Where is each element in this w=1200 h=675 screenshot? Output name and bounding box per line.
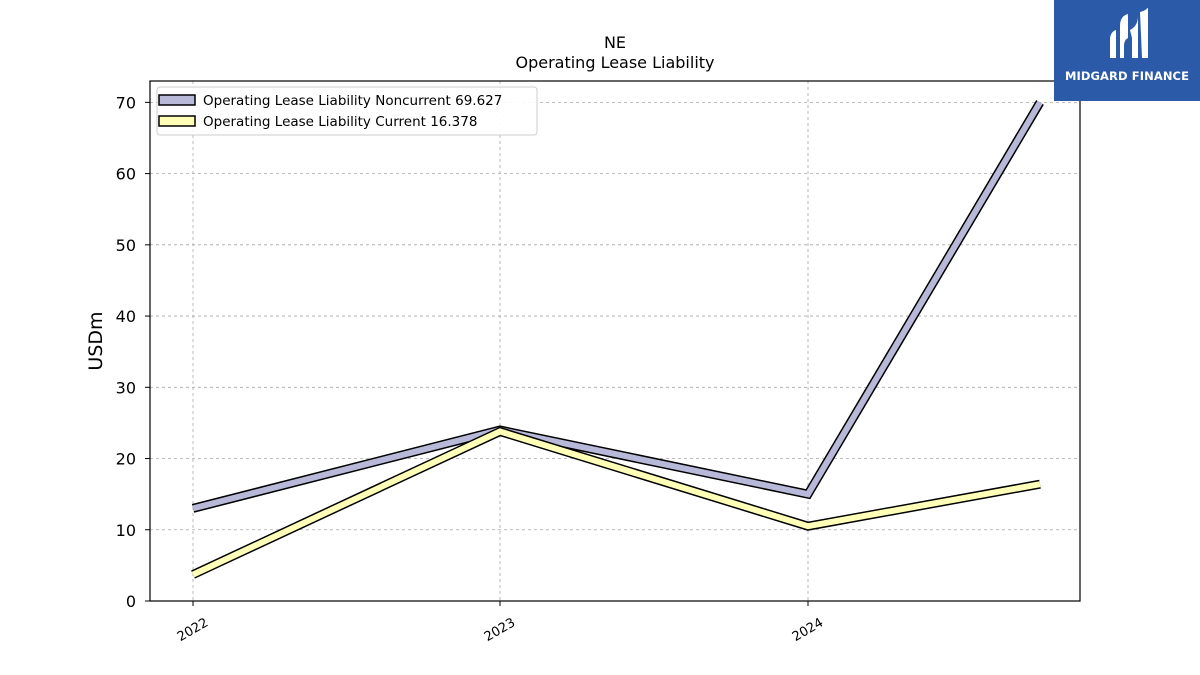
y-tick-label-4: 40: [116, 307, 136, 326]
y-tick-label-3: 30: [116, 378, 136, 397]
x-tick-label-2: 2024: [790, 615, 826, 645]
chart-title: NE: [604, 33, 626, 52]
plot-frame: [149, 80, 1081, 602]
legend-swatch-1: [158, 115, 196, 127]
logo-mark-icon: [1110, 8, 1148, 58]
series-line-outline-0: [191, 100, 1044, 513]
y-tick-label-5: 50: [116, 236, 136, 255]
y-axis-label: USDm: [85, 311, 107, 370]
series-line-fill-1: [191, 428, 1041, 578]
legend: Operating Lease Liability Noncurrent 69.…: [156, 86, 538, 136]
logo: MIDGARD FINANCE: [1054, 0, 1200, 101]
logo-text: MIDGARD FINANCE: [1064, 69, 1190, 83]
legend-label-1: Operating Lease Liability Current 16.378: [203, 114, 477, 130]
grid: [150, 81, 1080, 601]
y-tick-label-6: 60: [116, 165, 136, 184]
legend-box: [156, 86, 538, 136]
legend-swatch-0: [158, 94, 196, 106]
series-line-0: [191, 100, 1044, 513]
y-tick-label-1: 10: [116, 521, 136, 540]
y-tick-label-7: 70: [116, 93, 136, 112]
chart-subtitle: Operating Lease Liability: [515, 53, 714, 72]
y-tick-label-2: 20: [116, 450, 136, 469]
series-group: [191, 100, 1044, 579]
series-line-1: [191, 426, 1041, 579]
y-tick-label-0: 0: [126, 592, 136, 611]
x-tick-label-1: 2023: [482, 615, 518, 645]
legend-label-0: Operating Lease Liability Noncurrent 69.…: [203, 93, 502, 109]
series-line-fill-0: [192, 100, 1043, 512]
x-tick-label-0: 2022: [175, 615, 211, 645]
